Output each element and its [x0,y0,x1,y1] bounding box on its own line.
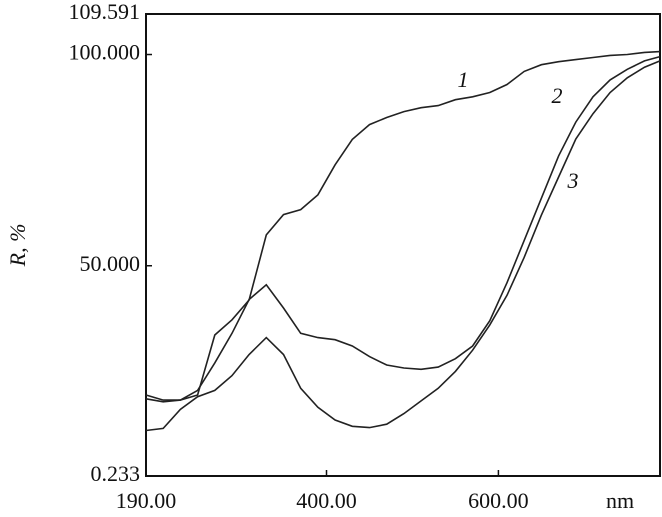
spectrum-line [145,60,661,432]
plot-frame [145,13,661,477]
x-tick-label: 600.00 [468,488,529,513]
x-axis-label: nm [606,488,634,513]
y-tick-label: 100.000 [69,40,141,65]
curve-label: 3 [567,168,579,193]
y-tick-label: 50.000 [80,251,141,276]
x-tick-label: 190.00 [116,488,177,513]
curve-label: 1 [458,67,469,92]
spectrum-line [145,55,661,403]
x-tick-label: 400.00 [296,488,357,513]
y-tick-label: 0.233 [91,461,141,486]
y-axis-label: R, % [5,224,30,268]
spectrum-line [145,50,661,401]
curve-label: 2 [552,83,563,108]
y-tick-label: 109.591 [69,0,141,24]
